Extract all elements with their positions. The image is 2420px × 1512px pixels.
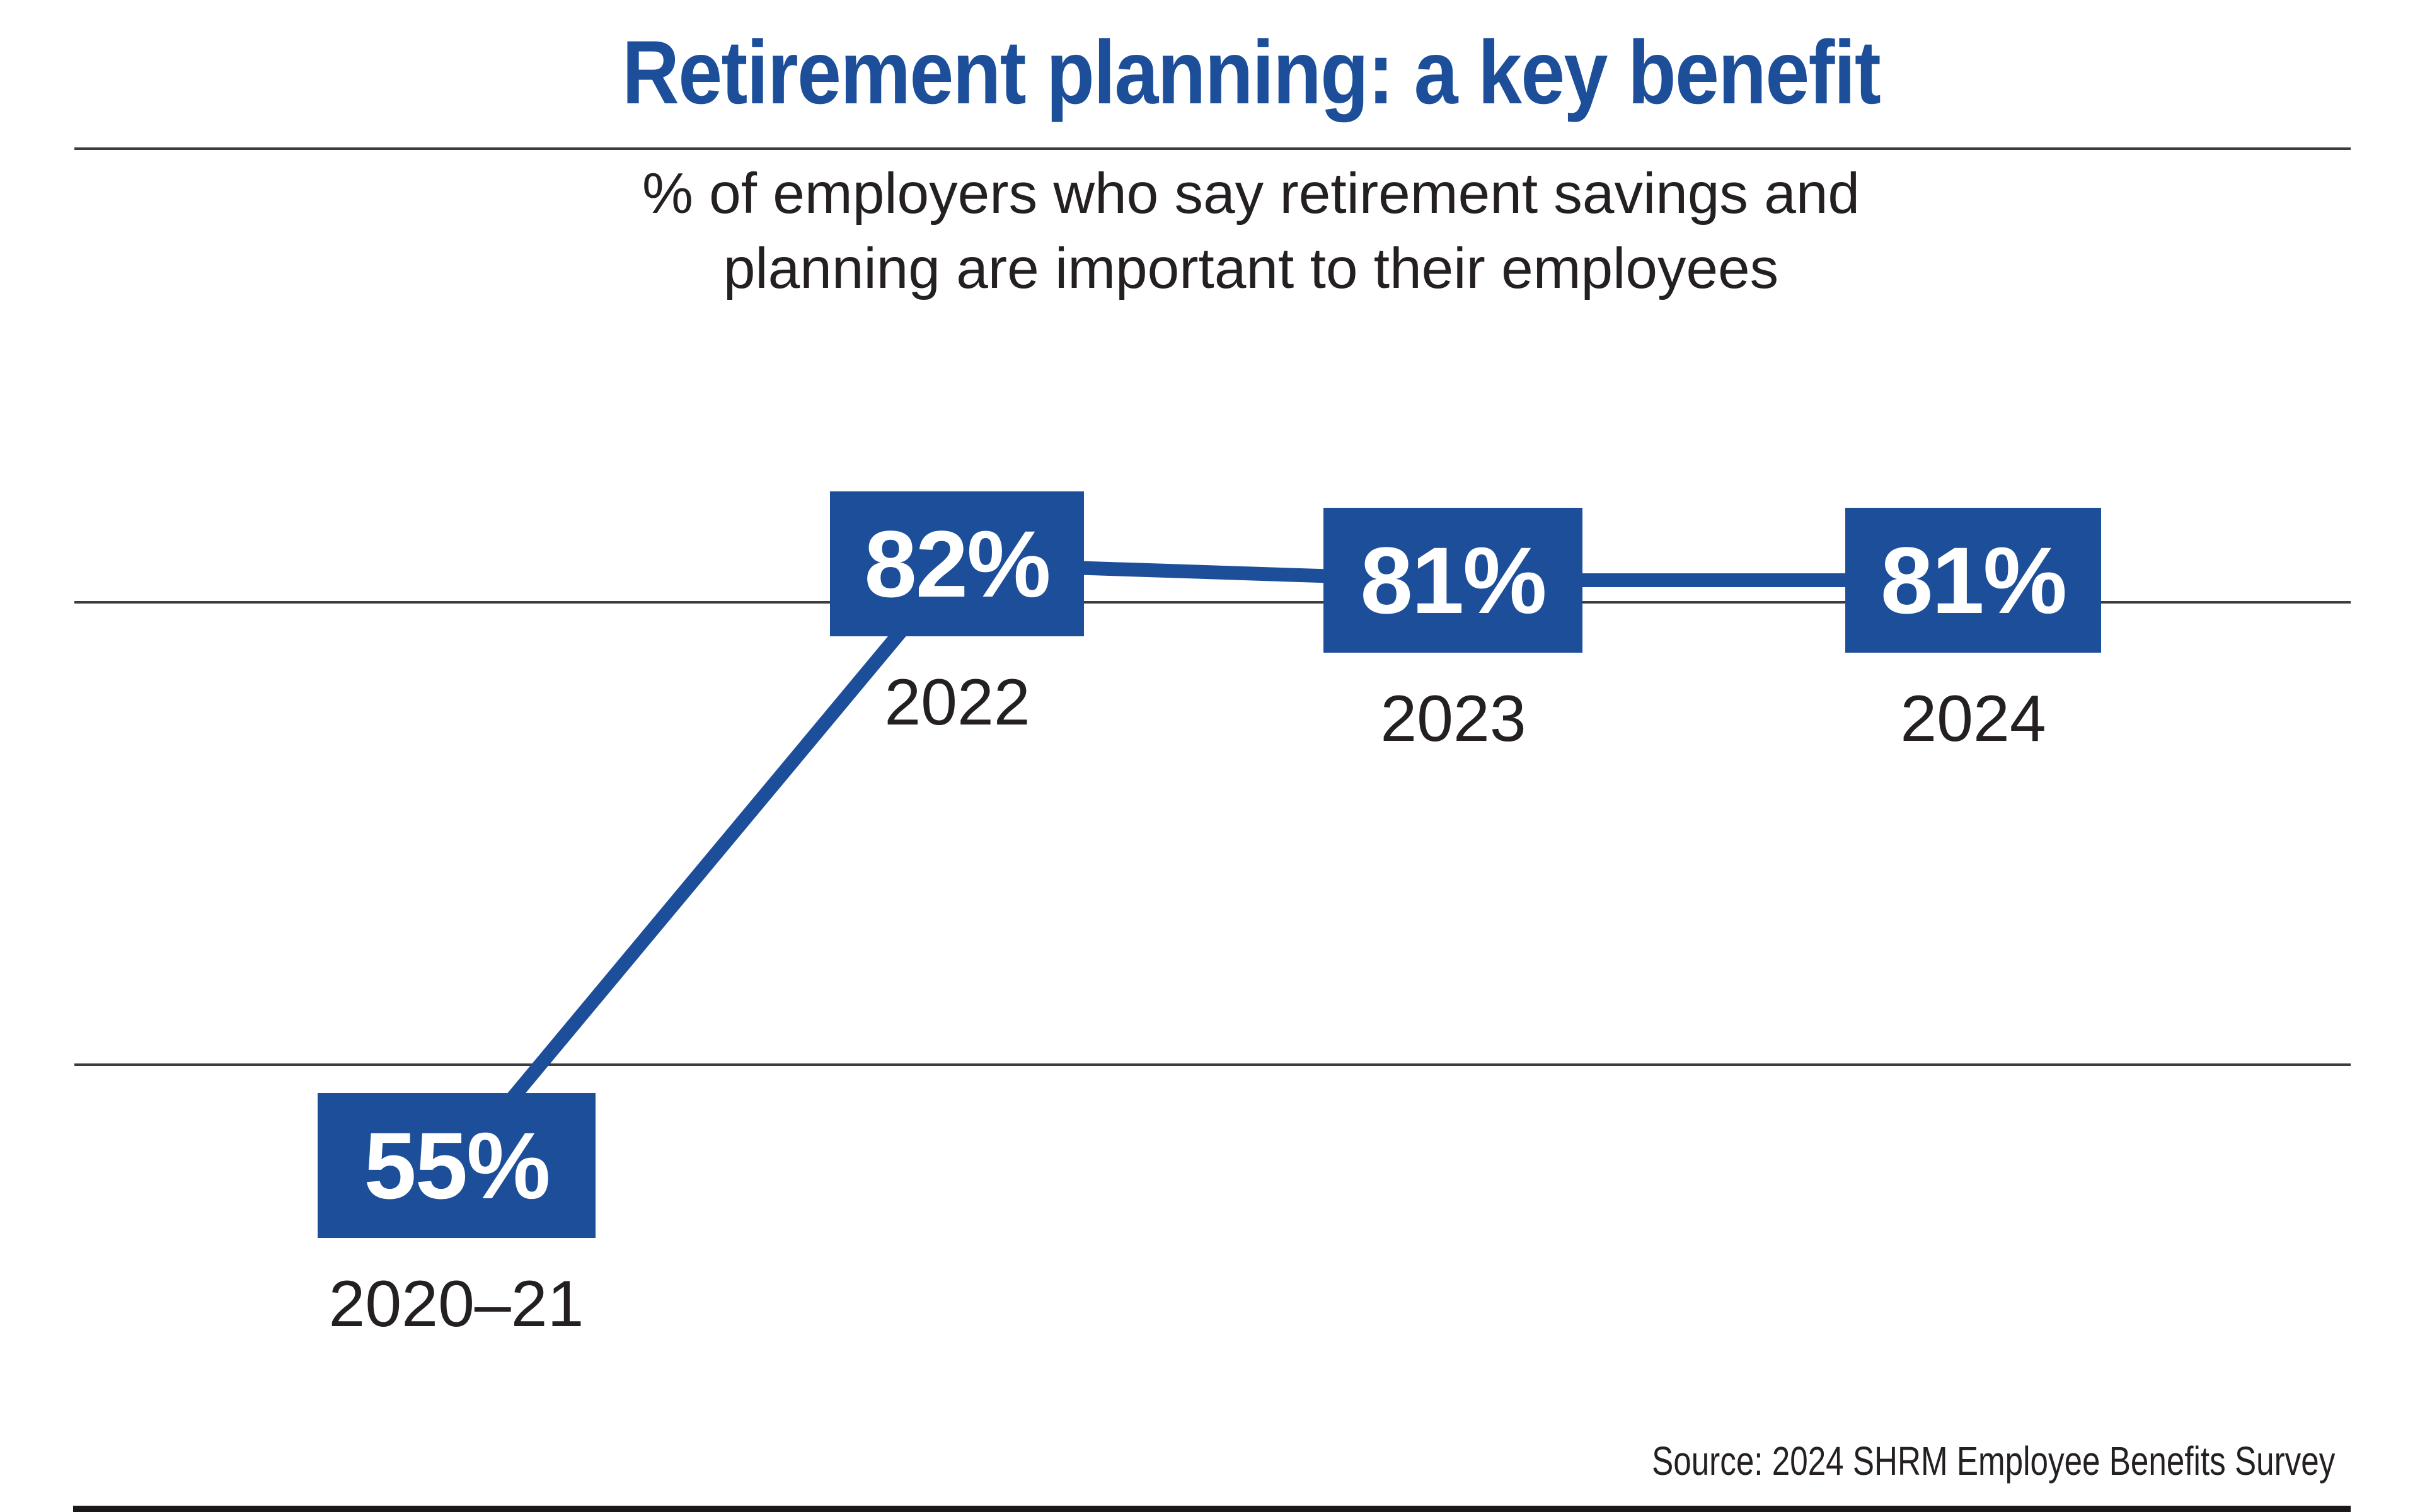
chart-header: Retirement planning: a key benefit xyxy=(0,21,2420,125)
chart-subtitle-line1: % of employers who say retirement saving… xyxy=(642,162,1860,226)
gridline-top xyxy=(74,147,2351,150)
source-attribution: Source: 2024 SHRM Employee Benefits Surv… xyxy=(1651,1438,2335,1484)
value-label-2024: 81% xyxy=(1880,527,2067,633)
value-box-2022: 82% xyxy=(830,491,1084,636)
gridline-lower xyxy=(74,1063,2351,1066)
chart-subtitle: % of employers who say retirement saving… xyxy=(0,156,2420,306)
value-label-2022: 82% xyxy=(864,510,1051,617)
chart-subtitle-line2: planning are important to their employee… xyxy=(723,237,1779,301)
value-box-2023: 81% xyxy=(1323,508,1582,653)
value-label-2020-21: 55% xyxy=(364,1112,550,1218)
value-box-2020-21: 55% xyxy=(318,1093,596,1238)
bottom-rule xyxy=(73,1506,2351,1512)
source-attribution-wrap: Source: 2024 SHRM Employee Benefits Surv… xyxy=(1481,1438,2335,1484)
year-label-2020-21: 2020–21 xyxy=(328,1268,584,1341)
chart-title: Retirement planning: a key benefit xyxy=(622,23,1881,123)
year-label-2023: 2023 xyxy=(1380,682,1526,755)
year-label-2022: 2022 xyxy=(884,666,1030,739)
value-label-2023: 81% xyxy=(1360,527,1547,633)
value-box-2024: 81% xyxy=(1845,508,2101,653)
gridline-middle xyxy=(74,601,2351,604)
year-label-2024: 2024 xyxy=(1900,682,2046,755)
